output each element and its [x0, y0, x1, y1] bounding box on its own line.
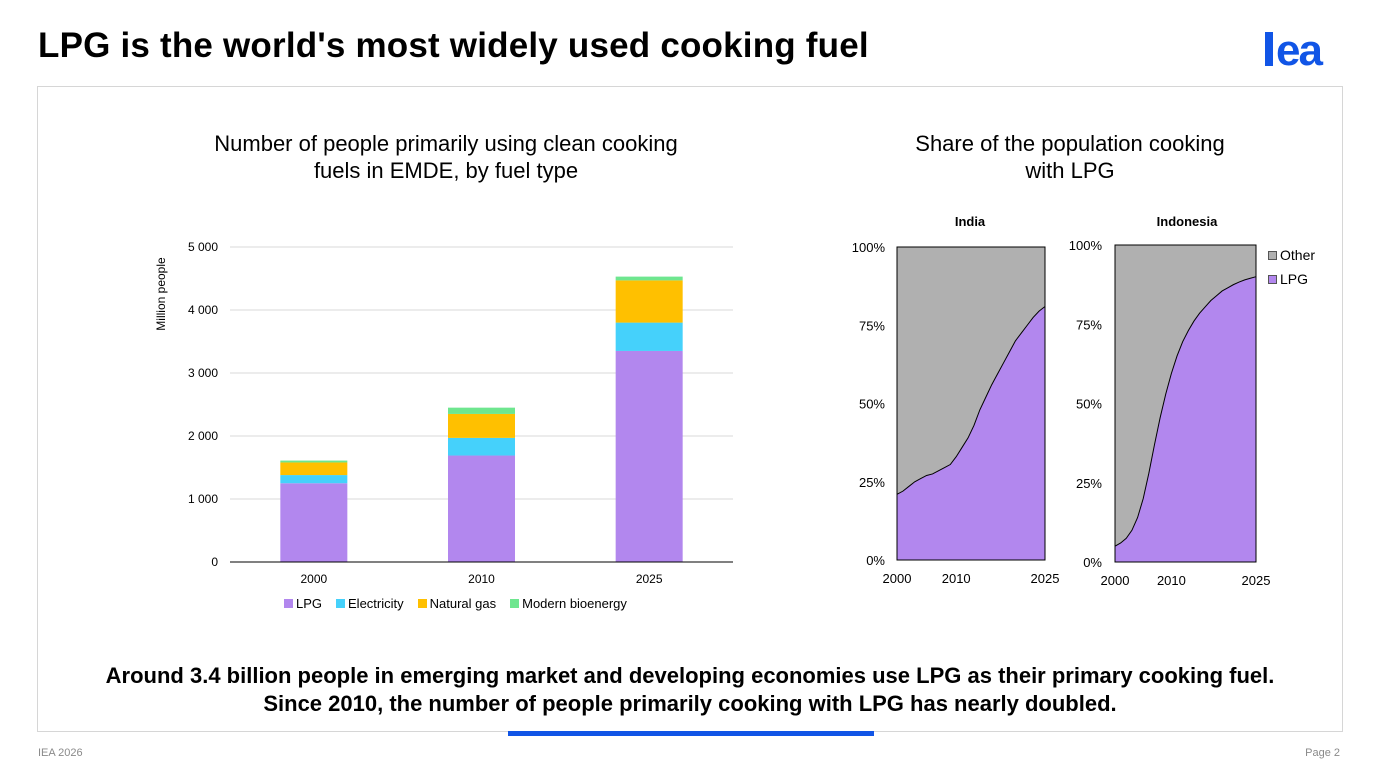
- bar-electricity-2000: [280, 475, 348, 484]
- legend-swatch: [417, 599, 427, 608]
- footer-source: IEA 2026: [38, 747, 83, 759]
- bar-modern-bioenergy-2000: [280, 460, 348, 463]
- bar-modern-bioenergy-2025: [615, 276, 683, 281]
- y-tick-label: 50%: [1076, 397, 1102, 412]
- y-tick-label: 100%: [852, 240, 886, 255]
- legend-item-modern-bioenergy: Modern bioenergy: [510, 596, 627, 611]
- y-tick-label: 4 000: [188, 303, 218, 317]
- panel-frame: [1114, 244, 1257, 563]
- legend-swatch: [1268, 274, 1277, 284]
- x-tick-label: 2025: [1242, 573, 1271, 588]
- slide-title: LPG is the world's most widely used cook…: [38, 26, 869, 65]
- legend-swatch: [1268, 250, 1277, 260]
- y-tick-label: 75%: [1076, 317, 1102, 332]
- caption: Around 3.4 billion people in emerging ma…: [37, 662, 1343, 718]
- share-chart-title: Share of the population cooking with LPG: [880, 130, 1260, 184]
- bar-natural-gas-2000: [280, 462, 348, 476]
- bar-chart-title-line1: Number of people primarily using clean c…: [214, 131, 678, 156]
- y-tick-label: 5 000: [188, 240, 218, 254]
- caption-line2: Since 2010, the number of people primari…: [263, 691, 1117, 716]
- y-tick-label: 0%: [1083, 555, 1102, 570]
- legend-swatch: [284, 599, 293, 608]
- x-tick-label: 2025: [1031, 571, 1060, 586]
- area-lpg-indonesia: [1115, 276, 1256, 562]
- accent-bar: [508, 731, 874, 736]
- y-tick-label: 1 000: [188, 492, 218, 506]
- legend-label: Other: [1280, 247, 1316, 263]
- bar-chart-title: Number of people primarily using clean c…: [186, 130, 706, 184]
- bar-lpg-2010: [448, 455, 515, 562]
- y-axis-label: Million people: [154, 257, 168, 331]
- bar-chart: 0 1 000 2 000 3 000 4 000 5 000 2000 2010 2025 Mi…: [154, 240, 733, 586]
- y-tick-label: 0: [211, 555, 218, 569]
- legend-label: LPG: [1280, 271, 1309, 287]
- y-tick-label: 25%: [859, 475, 885, 490]
- area-lpg-india: [897, 306, 1045, 560]
- bar-natural-gas-2010: [448, 413, 515, 438]
- panel-title-indonesia: Indonesia: [1157, 214, 1218, 229]
- legend-item-electricity: Electricity: [336, 596, 404, 611]
- x-tick-label: 2010: [1157, 573, 1186, 588]
- bar-chart-legend: LPG Electricity Natural gas Modern bioenerg…: [284, 596, 627, 611]
- y-tick-label: 50%: [859, 397, 885, 412]
- y-tick-label: 25%: [1076, 476, 1102, 491]
- svg-text:ea: ea: [1276, 30, 1323, 68]
- panel-title-india: India: [955, 214, 986, 229]
- bar-electricity-2010: [448, 437, 515, 456]
- share-chart-legend: Other LPG: [1268, 247, 1315, 295]
- legend-item-lpg: LPG: [1268, 271, 1315, 287]
- bar-natural-gas-2025: [615, 280, 683, 323]
- panel-frame: [896, 246, 1046, 561]
- share-chart-title-line1: Share of the population cooking: [915, 131, 1225, 156]
- legend-label: Modern bioenergy: [522, 596, 627, 611]
- lpg-boundary-line: [896, 306, 1046, 495]
- share-chart: India 0% 25% 50% 75% 100% 2000 2010 2025 Indonesi…: [852, 214, 1271, 588]
- page-number: Page 2: [1305, 747, 1340, 759]
- legend-item-other: Other: [1268, 247, 1315, 263]
- x-tick-label: 2000: [300, 572, 327, 586]
- x-tick-label: 2000: [1101, 573, 1130, 588]
- y-tick-label: 75%: [859, 318, 885, 333]
- legend-item-natural-gas: Natural gas: [417, 596, 497, 611]
- y-tick-label: 0%: [866, 553, 885, 568]
- bar-lpg-2025: [615, 350, 683, 562]
- legend-item-lpg: LPG: [284, 596, 322, 611]
- caption-line1: Around 3.4 billion people in emerging ma…: [105, 663, 1275, 688]
- bar-modern-bioenergy-2010: [448, 407, 515, 414]
- x-tick-label: 2000: [883, 571, 912, 586]
- x-tick-label: 2025: [636, 572, 663, 586]
- legend-label: Electricity: [348, 596, 404, 611]
- legend-swatch: [336, 599, 346, 608]
- y-tick-label: 3 000: [188, 366, 218, 380]
- bar-chart-title-line2: fuels in EMDE, by fuel type: [313, 158, 579, 183]
- share-chart-title-line2: with LPG: [1025, 158, 1115, 183]
- x-tick-label: 2010: [942, 571, 971, 586]
- iea-logo: ea: [1265, 30, 1325, 68]
- y-tick-label: 2 000: [188, 429, 218, 443]
- x-tick-label: 2010: [468, 572, 495, 586]
- y-tick-label: 100%: [1069, 238, 1103, 253]
- legend-label: Natural gas: [429, 596, 497, 611]
- lpg-boundary-line: [1114, 276, 1257, 547]
- bar-electricity-2025: [615, 322, 683, 351]
- legend-swatch: [510, 599, 520, 608]
- bar-lpg-2000: [280, 483, 348, 562]
- legend-label: LPG: [296, 596, 323, 611]
